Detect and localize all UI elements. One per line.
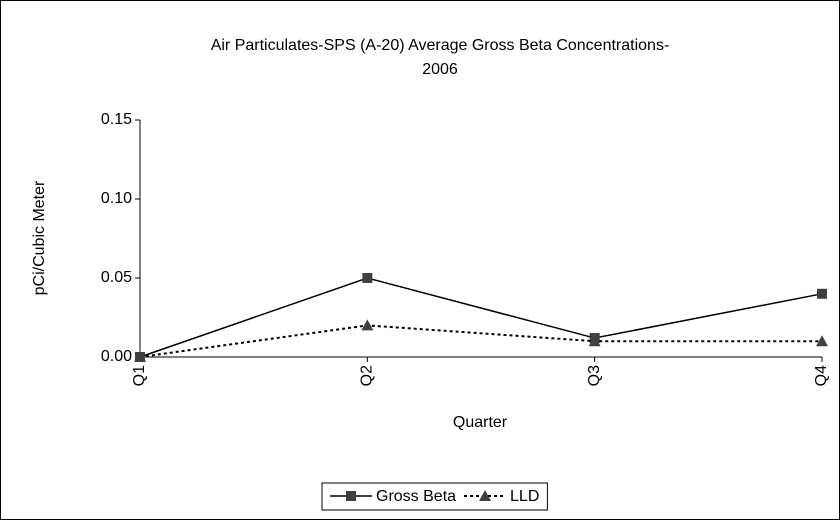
x-axis-label: Quarter	[453, 414, 508, 431]
y-tick-label: 0.00	[101, 348, 132, 365]
series-line	[139, 324, 822, 358]
x-tick-label: Q3	[586, 365, 603, 386]
x-tick-label: Q4	[813, 365, 830, 386]
y-tick-label: 0.15	[101, 111, 132, 128]
x-tick-label: Q2	[359, 365, 376, 386]
chart-title: Air Particulates-SPS (A-20) Average Gros…	[211, 37, 670, 54]
chart-title: 2006	[422, 61, 458, 78]
marker	[817, 288, 827, 299]
series-line	[139, 277, 823, 358]
y-tick-label: 0.10	[101, 190, 132, 207]
x-tick-label: Q1	[131, 365, 148, 386]
y-tick-label: 0.05	[101, 269, 132, 286]
legend: Gross Beta LLD	[321, 482, 548, 511]
legend-label: LLD	[510, 488, 539, 505]
legend-box	[321, 482, 548, 511]
marker	[362, 273, 373, 283]
marker	[479, 490, 492, 501]
y-axis-label: pCi/Cubic Meter	[31, 180, 48, 295]
marker	[346, 491, 356, 501]
marker	[134, 351, 146, 362]
marker	[588, 335, 601, 347]
legend-label: Gross Beta	[376, 488, 456, 505]
marker	[816, 335, 828, 347]
marker	[361, 319, 374, 331]
